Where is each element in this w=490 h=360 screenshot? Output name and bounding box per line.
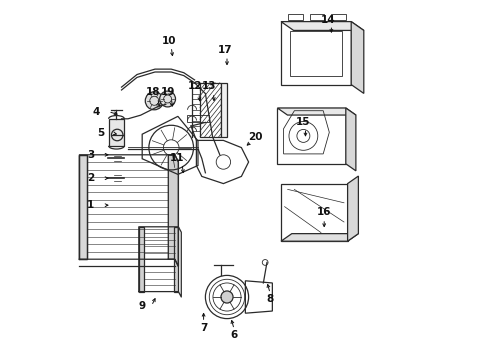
Text: 16: 16 — [317, 207, 331, 217]
Text: 5: 5 — [98, 128, 105, 138]
Polygon shape — [346, 108, 356, 171]
Circle shape — [145, 92, 163, 110]
Text: 14: 14 — [320, 15, 335, 25]
Text: 19: 19 — [160, 87, 175, 97]
Bar — [290, 31, 342, 76]
Bar — [187, 115, 209, 122]
Text: 9: 9 — [139, 301, 146, 311]
Text: 12: 12 — [187, 81, 202, 91]
Text: 10: 10 — [162, 36, 177, 46]
Text: 6: 6 — [231, 330, 238, 340]
Polygon shape — [79, 155, 87, 259]
Bar — [331, 14, 346, 20]
Polygon shape — [351, 22, 364, 93]
Text: 11: 11 — [170, 153, 184, 163]
Text: 7: 7 — [200, 323, 207, 333]
Circle shape — [111, 129, 123, 141]
Text: 18: 18 — [146, 87, 160, 97]
Polygon shape — [277, 108, 356, 115]
Bar — [139, 227, 144, 292]
Bar — [288, 14, 303, 20]
Polygon shape — [347, 176, 358, 241]
Text: 15: 15 — [295, 117, 310, 127]
Circle shape — [160, 91, 175, 107]
Bar — [109, 119, 124, 146]
Text: 8: 8 — [267, 294, 274, 304]
Circle shape — [221, 291, 233, 303]
Polygon shape — [281, 22, 364, 31]
Text: 13: 13 — [202, 81, 216, 91]
Bar — [174, 227, 178, 292]
Polygon shape — [281, 234, 358, 241]
Text: 1: 1 — [87, 200, 95, 210]
Bar — [281, 22, 351, 85]
Text: 2: 2 — [87, 173, 95, 183]
Text: 4: 4 — [93, 107, 100, 117]
Bar — [221, 83, 227, 137]
Bar — [200, 83, 221, 137]
Bar — [79, 155, 87, 259]
Text: 20: 20 — [248, 132, 263, 142]
Bar — [277, 108, 346, 164]
Bar — [310, 14, 324, 20]
Text: 17: 17 — [218, 45, 233, 55]
Text: 3: 3 — [87, 150, 95, 160]
Polygon shape — [169, 155, 178, 266]
